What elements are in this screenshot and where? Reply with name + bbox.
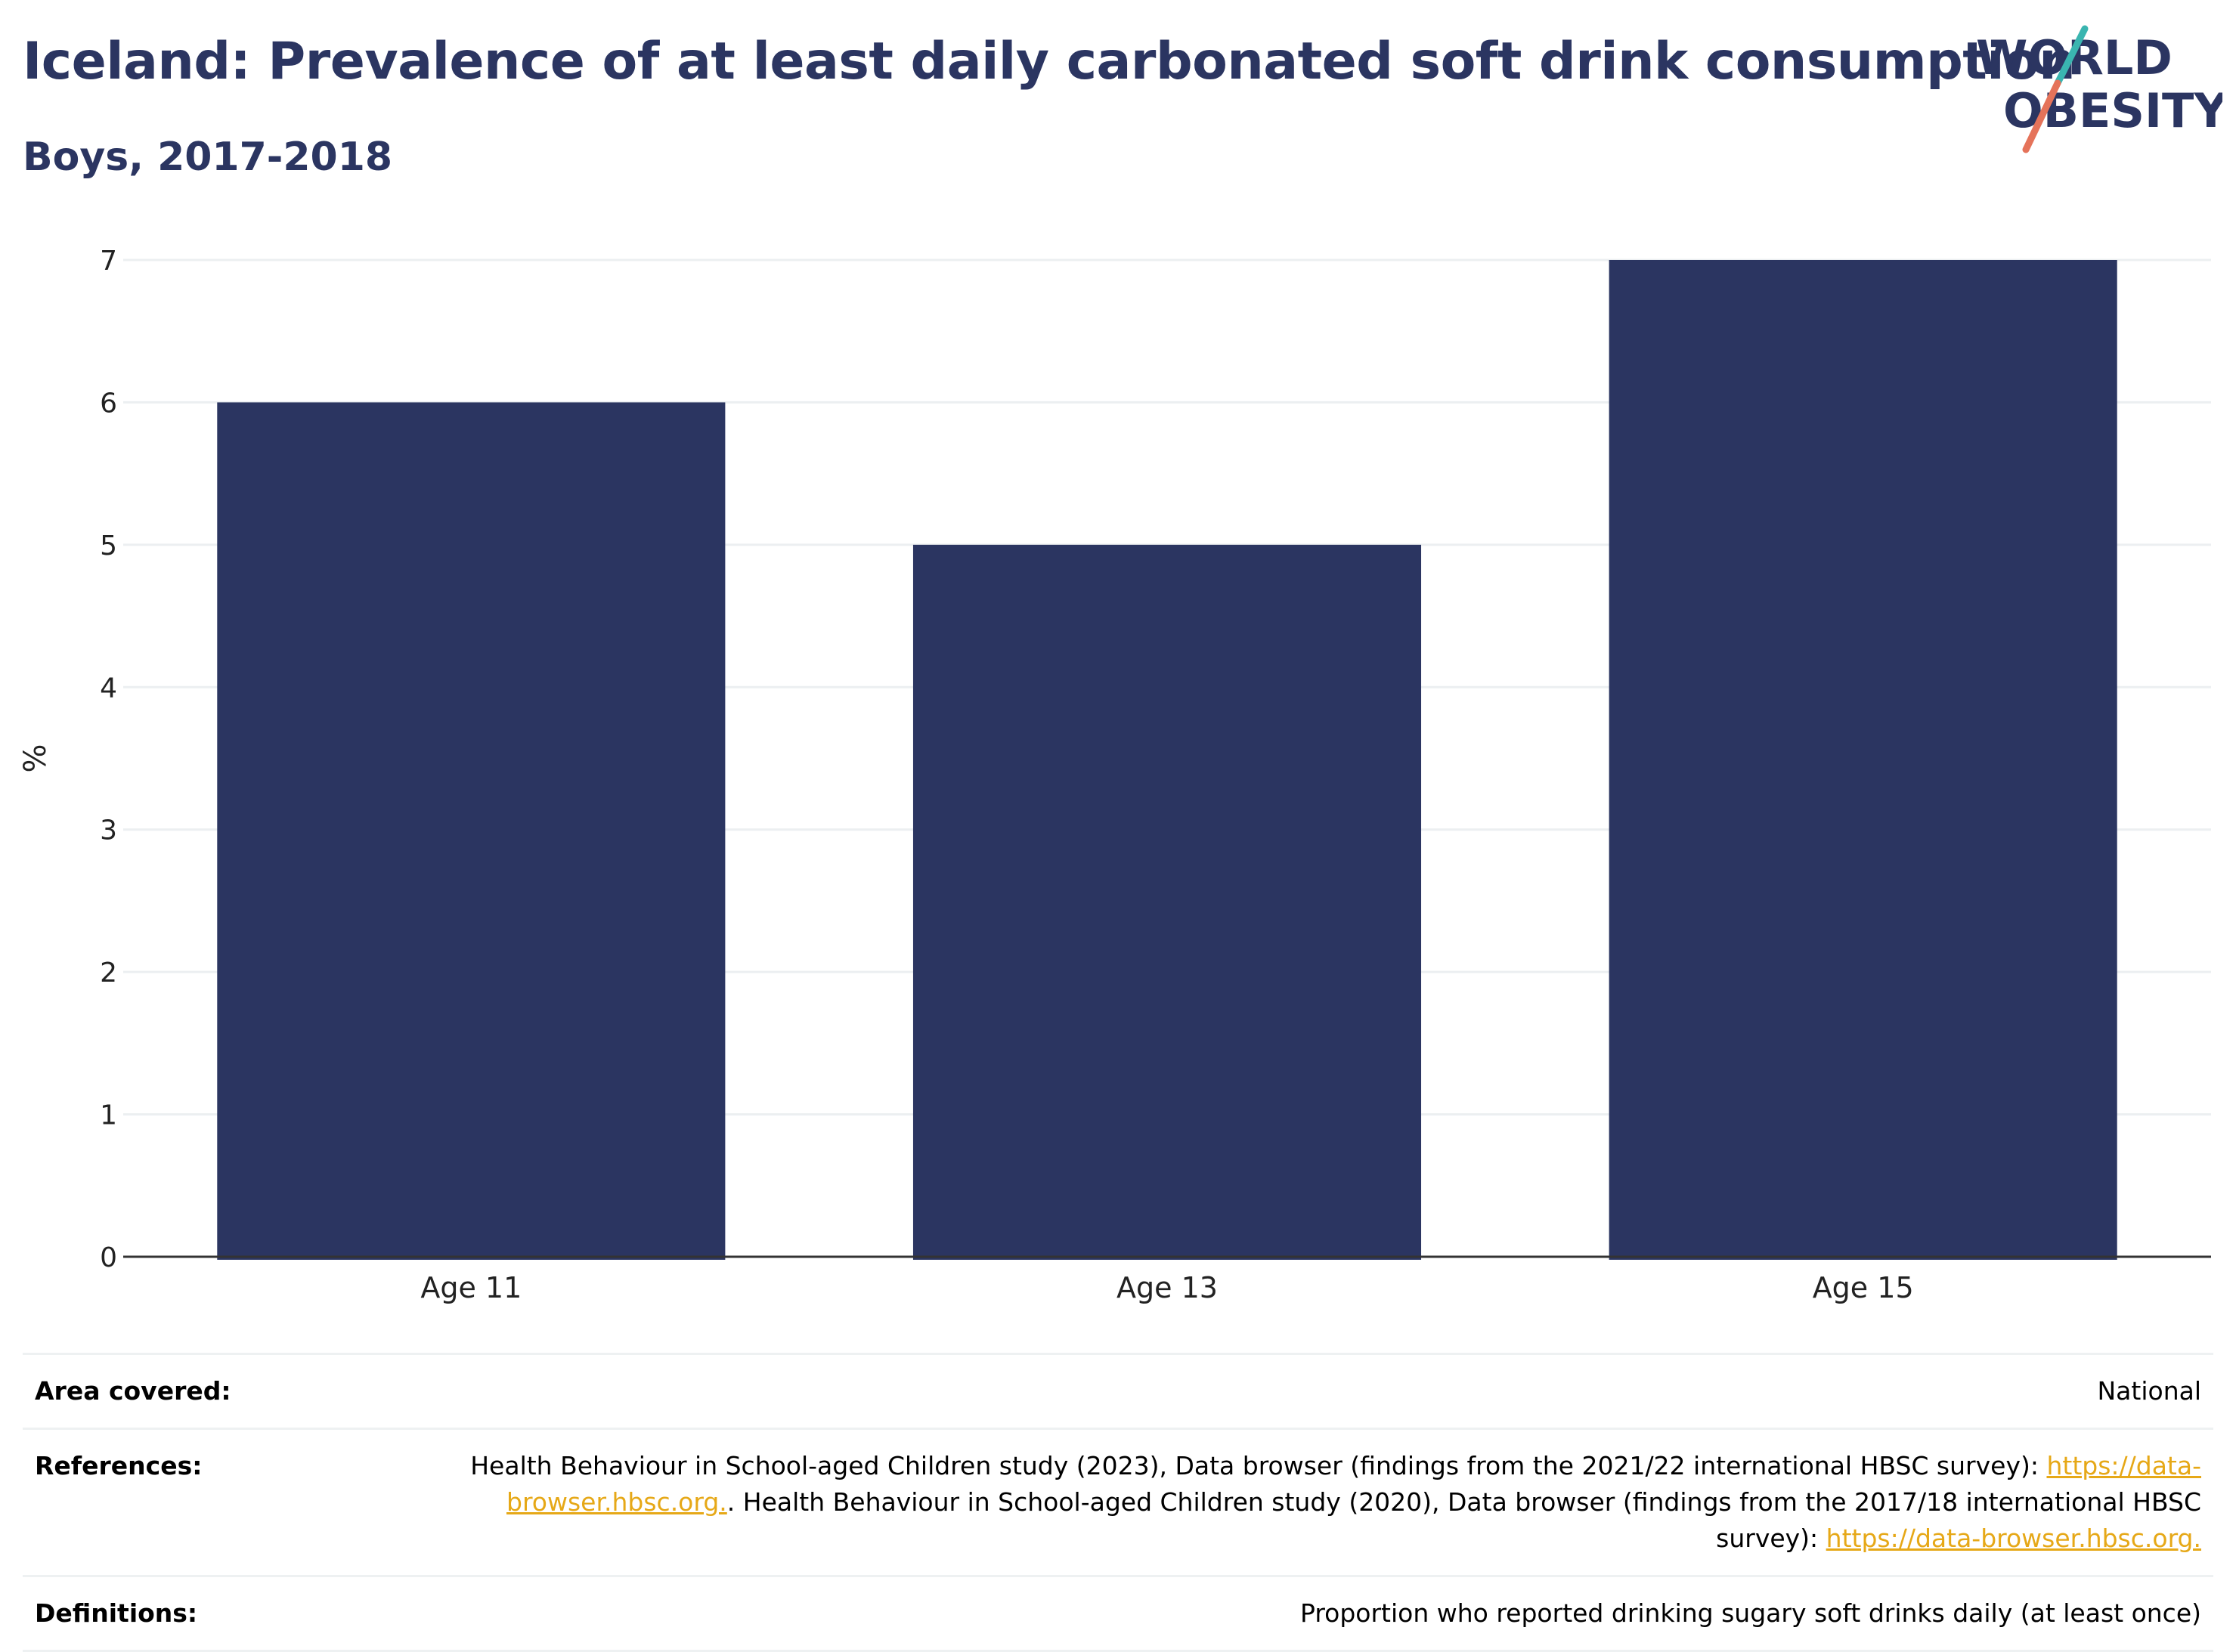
logo-line-2: OBESITY [2003,83,2222,138]
reference-link-1[interactable]: https://data-browser.hbsc.org. [506,1451,2201,1517]
y-tick-label: 4 [100,673,117,704]
chart-subtitle: Boys, 2017-2018 [23,135,393,180]
area-covered-row: Area covered: National [23,1353,2213,1428]
x-tick-label: Age 11 [420,1271,522,1304]
references-label: References: [35,1451,203,1480]
chart-title: Iceland: Prevalence of at least daily ca… [23,32,2076,91]
area-covered-value: National [2097,1376,2201,1406]
y-tick-label: 3 [100,815,117,846]
references-value: Health Behaviour in School-aged Children… [402,1448,2201,1557]
info-table: Area covered: National References: Healt… [23,1353,2213,1652]
y-tick-label: 7 [100,246,117,277]
bar [217,402,726,1260]
y-tick-label: 0 [100,1242,117,1273]
world-obesity-logo: WORLD OBESITY [1976,25,2222,153]
logo-line-1: WORLD [1976,30,2173,85]
y-tick-label: 5 [100,531,117,561]
x-tick-label: Age 15 [1813,1271,1914,1304]
definitions-label: Definitions: [35,1598,198,1628]
y-tick-label: 2 [100,957,117,988]
reference-text-2: . Health Behaviour in School-aged Childr… [726,1487,2201,1553]
logo-accent-coral [2022,79,2061,153]
y-tick-label: 1 [100,1100,117,1131]
bar [1609,260,2117,1260]
definitions-value: Proportion who reported drinking sugary … [1300,1598,2201,1628]
bar-chart: 0 1 2 3 4 5 6 7 Age 11 Age 13 Age 15% [18,246,2211,1304]
x-tick-label: Age 13 [1116,1271,1218,1304]
y-tick-label: 6 [100,388,117,419]
references-row: References: Health Behaviour in School-a… [23,1428,2213,1575]
definitions-row: Definitions: Proportion who reported dri… [23,1575,2213,1652]
bar [912,544,1422,1260]
y-axis-title: % [18,744,53,772]
logo-accent-teal [2054,25,2089,87]
reference-text-1: Health Behaviour in School-aged Children… [470,1451,2047,1480]
reference-link-2[interactable]: https://data-browser.hbsc.org. [1826,1524,2201,1553]
area-covered-label: Area covered: [35,1376,231,1406]
